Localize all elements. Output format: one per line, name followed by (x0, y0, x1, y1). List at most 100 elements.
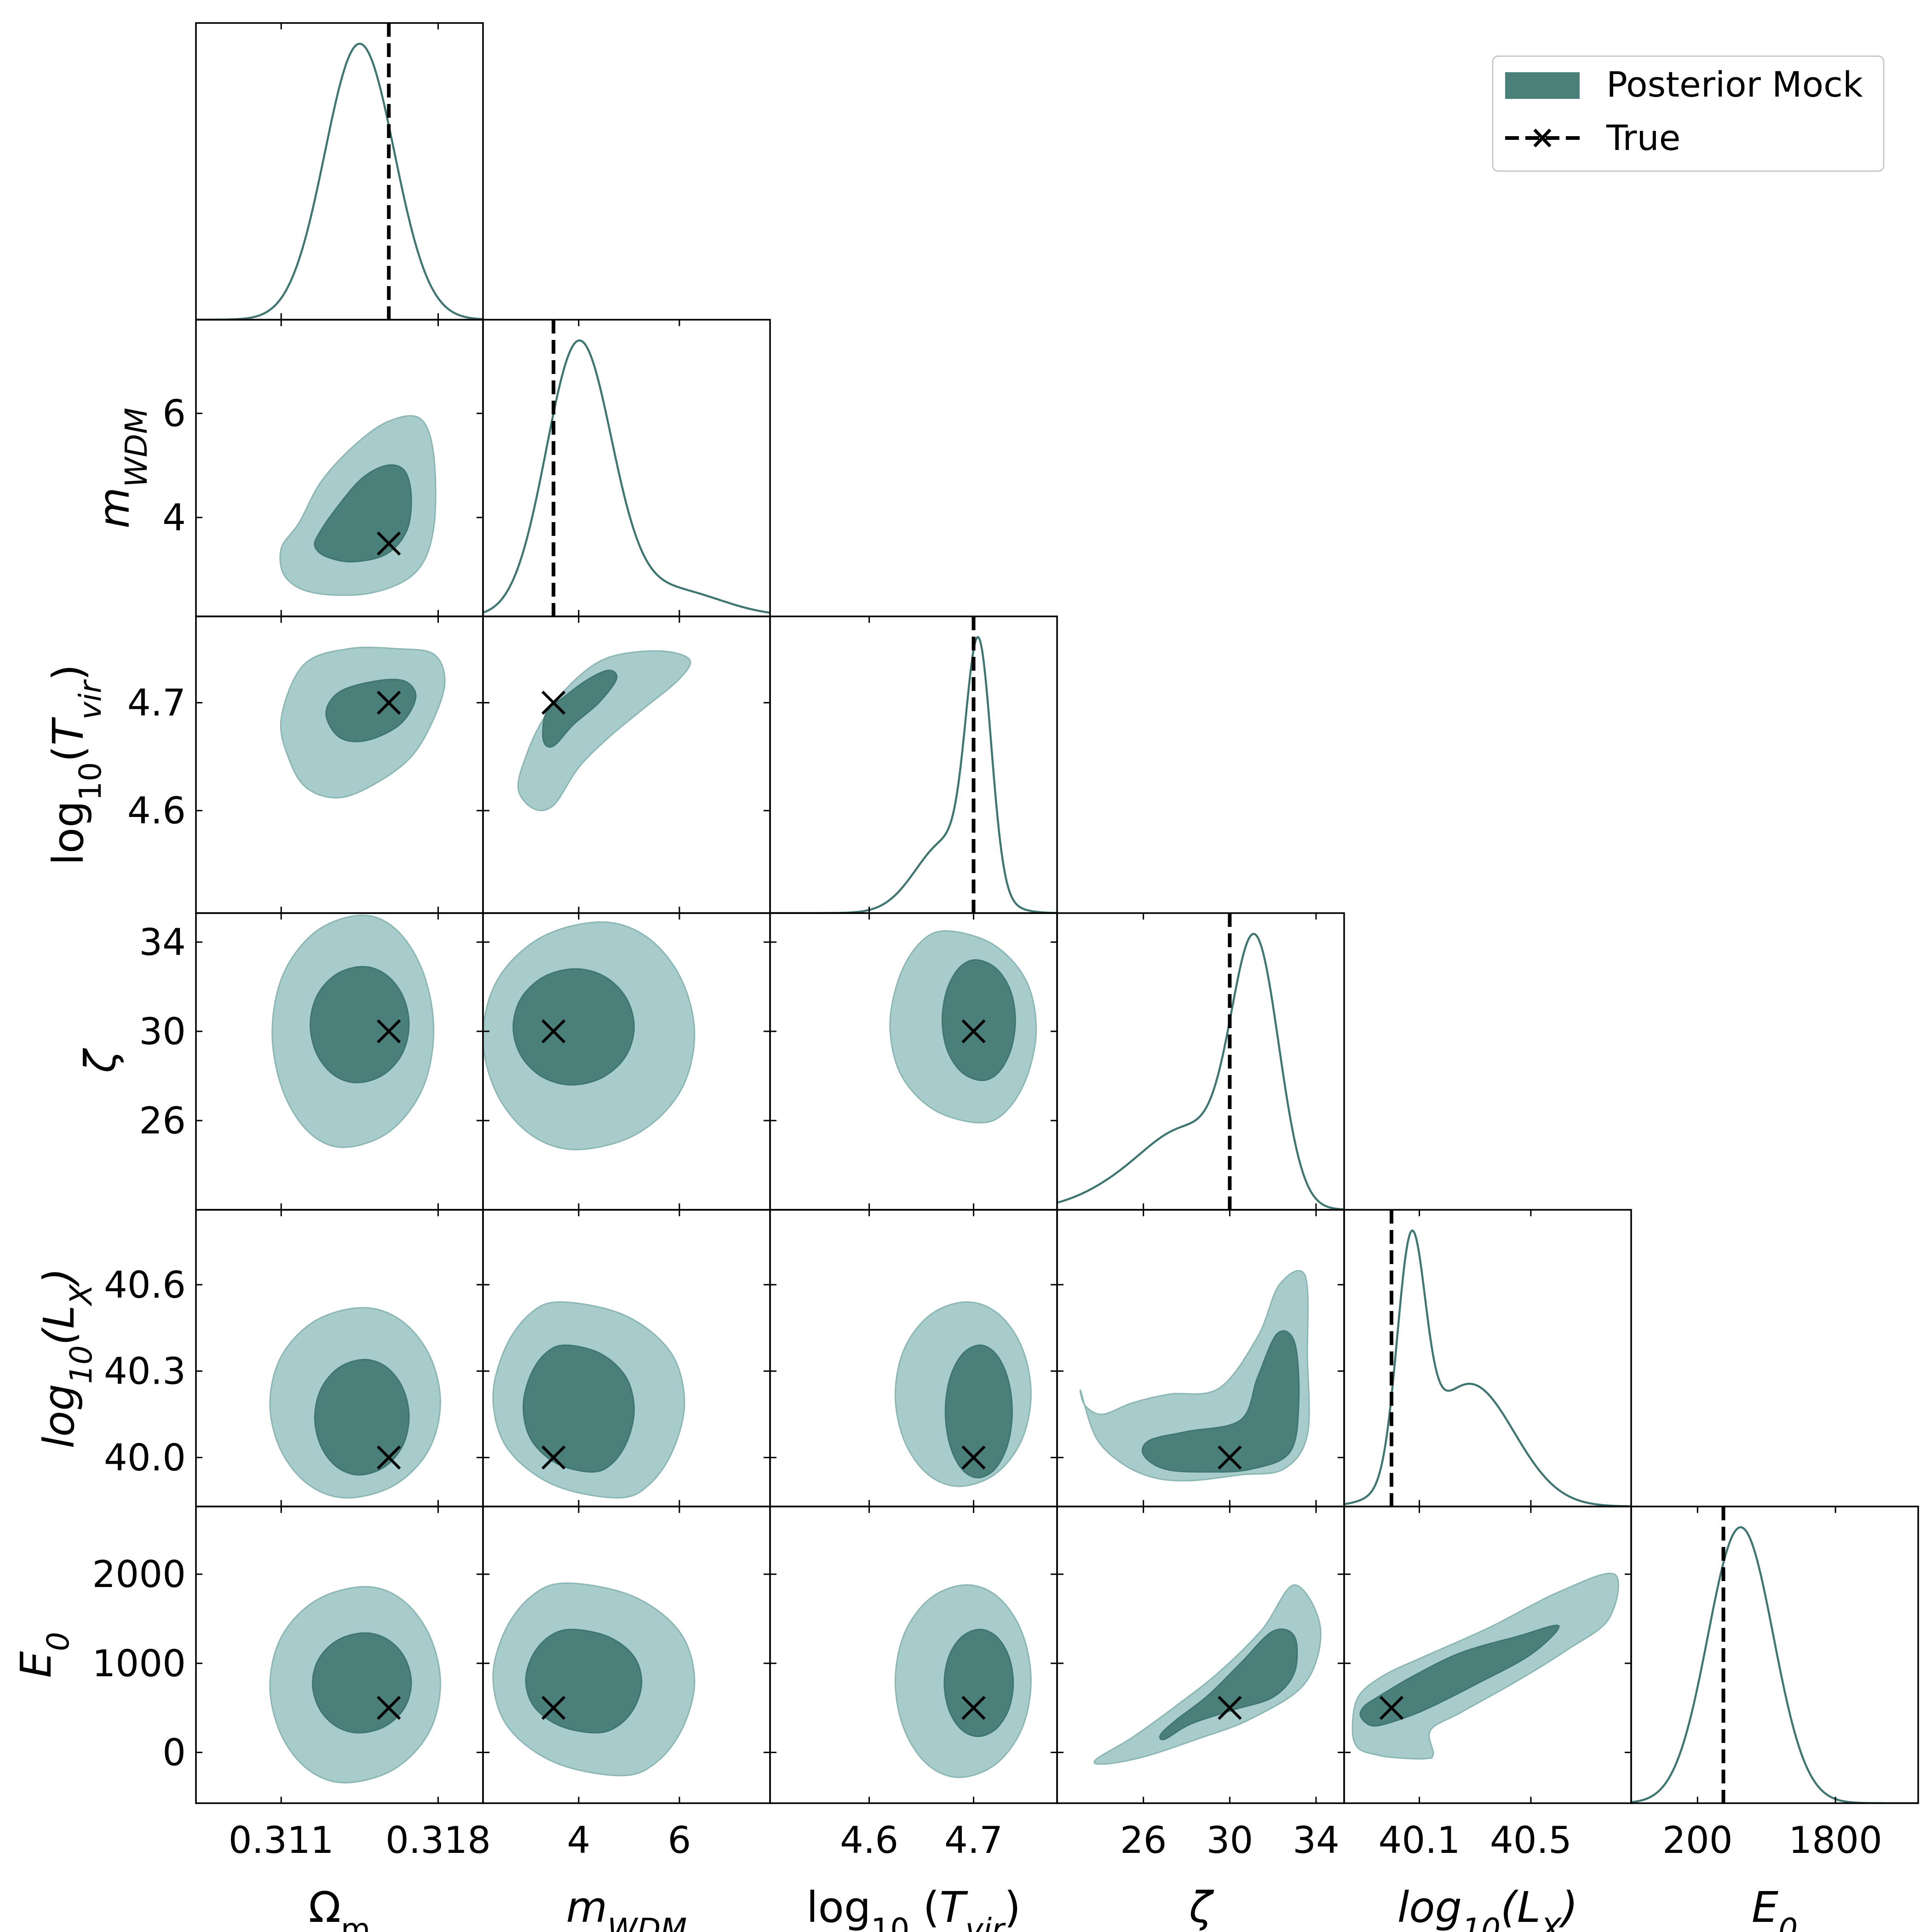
panel-lx-marginal (1343, 1209, 1632, 1507)
y-tick-label-mwdm: 4 (162, 496, 186, 539)
panel-content (889, 930, 1037, 1124)
contour-95-zeta-e0 (1093, 1584, 1322, 1765)
marginal-curve-mwdm (483, 339, 770, 614)
x-tick-label-mwdm: 6 (667, 1819, 691, 1862)
x-axis-label-zeta: ζ (1189, 1883, 1214, 1932)
x-axis-label-om: Ωm (309, 1883, 371, 1932)
contour-68-om-e0 (311, 1632, 412, 1734)
legend-label-posterior: Posterior Mock (1606, 64, 1863, 105)
y-axis-label-lx: log10(LX) (34, 1268, 99, 1449)
panel-lx-vs-e0 (1343, 1506, 1632, 1804)
true-value-marker (961, 1696, 986, 1720)
x-tick-label-tvir: 4.6 (840, 1819, 898, 1862)
true-value-marker (1218, 1696, 1242, 1720)
y-tick-label-mwdm: 6 (162, 392, 186, 435)
panel-tvir-vs-zeta (769, 912, 1058, 1211)
panel-om-vs-mwdm (195, 319, 484, 617)
contour-68-tvir-lx (944, 1344, 1013, 1478)
marginal-curve-tvir (770, 636, 1057, 913)
marginal-curve-om (196, 42, 483, 320)
x-axis-label-lx: log10(LX) (1397, 1883, 1578, 1932)
x-tick-label-om: 0.318 (385, 1819, 491, 1862)
contour-68-om-tvir (325, 678, 417, 742)
panel-content (483, 921, 696, 1150)
panel-om-vs-e0 (195, 1506, 484, 1804)
panel-frame (1343, 1209, 1632, 1507)
y-tick-label-e0: 0 (162, 1731, 186, 1774)
true-value-marker (377, 1696, 401, 1720)
panel-content (492, 1301, 685, 1499)
marginal-curve-lx (1344, 1229, 1631, 1506)
y-tick-label-zeta: 34 (139, 921, 186, 964)
panel-content (770, 616, 1057, 913)
legend: Posterior Mock True (1492, 55, 1885, 172)
x-tick-label-e0: 200 (1662, 1819, 1733, 1862)
true-value-marker (377, 1445, 401, 1470)
y-tick-label-zeta: 26 (139, 1099, 186, 1142)
contour-68-zeta-e0 (1159, 1628, 1298, 1741)
true-value-marker (377, 690, 401, 715)
true-value-marker (541, 690, 566, 715)
true-value-marker (377, 531, 401, 556)
panel-mwdm-vs-tvir (482, 615, 771, 914)
true-value-marker (1218, 1445, 1242, 1470)
contour-68-mwdm-lx (523, 1344, 635, 1473)
contour-68-lx-e0 (1359, 1624, 1560, 1727)
panel-om-vs-lx (195, 1209, 484, 1507)
contour-68-mwdm-zeta (512, 968, 635, 1086)
x-tick-label-zeta: 34 (1293, 1819, 1340, 1862)
panel-zeta-vs-lx (1056, 1209, 1345, 1507)
panel-content (279, 415, 437, 596)
panel-content (269, 1307, 441, 1499)
x-tick-label-zeta: 30 (1206, 1819, 1253, 1862)
panel-om-vs-tvir (195, 615, 484, 914)
x-axis-label-tvir: log10 (Tvir) (806, 1883, 1021, 1932)
panel-content (1079, 1270, 1310, 1482)
y-axis-label-tvir: log10(Tvir) (44, 664, 108, 865)
true-value-marker (961, 1445, 986, 1470)
panel-e0-marginal (1630, 1506, 1919, 1804)
y-axis-label-zeta: ζ (76, 1048, 125, 1074)
contour-68-tvir-e0 (943, 1628, 1014, 1737)
panel-mwdm-vs-zeta (482, 912, 771, 1211)
y-tick-label-e0: 2000 (92, 1553, 186, 1596)
legend-label-true: True (1606, 117, 1680, 158)
contour-68-tvir-zeta (941, 959, 1016, 1081)
x-tick-label-mwdm: 4 (567, 1819, 591, 1862)
panel-content (517, 650, 691, 811)
legend-frame (1492, 55, 1885, 172)
marginal-curve-e0 (1631, 1526, 1918, 1803)
panel-frame (769, 615, 1058, 914)
true-value-marker (541, 1445, 566, 1470)
contour-68-om-lx (314, 1359, 410, 1476)
x-tick-label-zeta: 26 (1120, 1819, 1167, 1862)
marginal-curve-zeta (1057, 932, 1344, 1210)
y-tick-label-e0: 1000 (92, 1642, 186, 1685)
contour-68-om-zeta (310, 966, 410, 1084)
panel-zeta-vs-e0 (1056, 1506, 1345, 1804)
y-tick-label-zeta: 30 (139, 1010, 186, 1053)
panel-content (1093, 1584, 1322, 1765)
contour-68-om-mwdm (314, 464, 412, 563)
x-tick-label-om: 0.311 (229, 1819, 334, 1862)
contour-68-zeta-lx (1141, 1330, 1300, 1473)
y-axis-label-mwdm: mWDM (90, 408, 154, 529)
x-tick-label-tvir: 4.7 (944, 1819, 1003, 1862)
x-tick-label-lx: 40.1 (1379, 1819, 1460, 1862)
true-value-marker (1379, 1696, 1404, 1720)
true-value-marker (961, 1019, 986, 1044)
x-axis-label-e0: E0 (1752, 1883, 1798, 1932)
true-value-marker (541, 1019, 566, 1044)
panel-mwdm-marginal (482, 319, 771, 617)
y-tick-label-tvir: 4.7 (127, 682, 186, 724)
panel-content (483, 320, 770, 616)
panel-tvir-vs-lx (769, 1209, 1058, 1507)
panel-om-vs-zeta (195, 912, 484, 1211)
panel-content (196, 23, 483, 320)
panel-zeta-marginal (1056, 912, 1345, 1211)
panel-content (1351, 1572, 1619, 1760)
true-value-marker (541, 1696, 566, 1720)
panel-mwdm-vs-lx (482, 1209, 771, 1507)
panel-content (894, 1301, 1032, 1487)
